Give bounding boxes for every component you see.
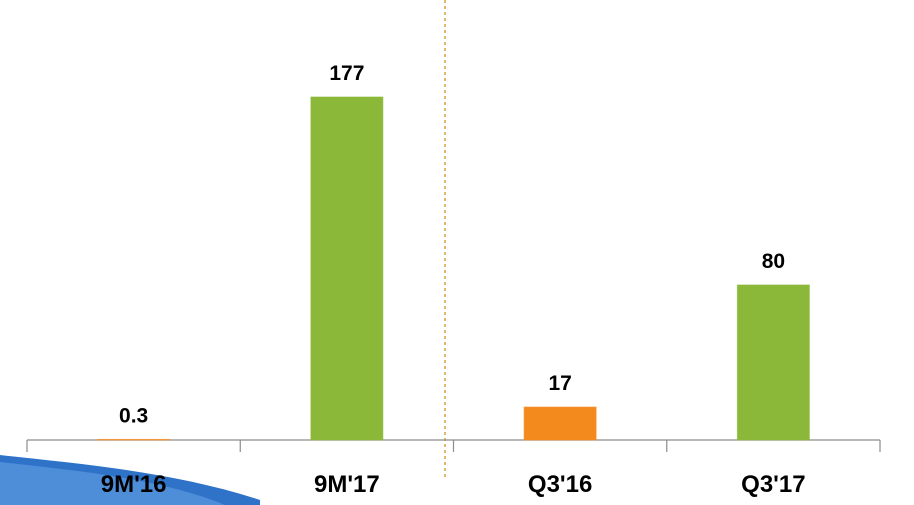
bar	[97, 438, 171, 441]
bar	[736, 284, 810, 441]
x-tick-label: Q3'16	[528, 471, 592, 498]
value-label: 0.3	[119, 404, 148, 427]
value-label: 17	[548, 372, 571, 395]
value-label: 80	[762, 250, 785, 273]
decorative-swoosh-highlight	[0, 462, 225, 505]
bar	[523, 406, 597, 441]
x-tick-label: Q3'17	[741, 471, 805, 498]
value-label: 177	[329, 62, 364, 85]
x-tick-label: 9M'17	[314, 471, 380, 498]
x-tick-label: 9M'16	[101, 471, 167, 498]
bar	[310, 96, 384, 441]
